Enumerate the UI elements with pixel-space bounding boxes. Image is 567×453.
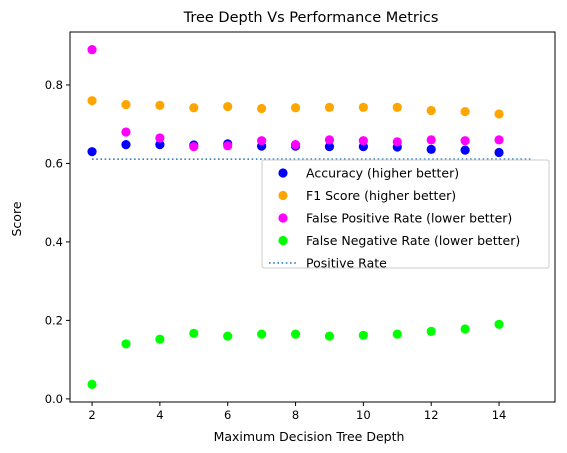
data-point-series-1 — [257, 103, 267, 114]
chart-title: Tree Depth Vs Performance Metrics — [183, 10, 439, 26]
data-point-series-2 — [121, 127, 131, 137]
data-point-series-1 — [358, 102, 368, 112]
data-point-series-3 — [223, 331, 233, 341]
data-point-series-2 — [257, 136, 267, 146]
legend-label: F1 Score (higher better) — [306, 188, 456, 203]
data-point-series-2 — [460, 136, 470, 146]
data-point-series-1 — [290, 103, 301, 113]
data-point-series-3 — [426, 326, 436, 336]
x-tick-label: 8 — [292, 408, 299, 422]
data-point-series-2 — [426, 135, 436, 145]
legend-label: False Positive Rate (lower better) — [306, 211, 512, 226]
legend-marker — [278, 190, 288, 201]
data-point-series-3 — [155, 334, 165, 344]
x-tick-label: 12 — [424, 408, 439, 422]
data-point-series-1 — [223, 101, 233, 112]
data-point-series-1 — [324, 102, 335, 112]
data-point-series-2 — [223, 141, 233, 151]
data-point-series-3 — [494, 319, 504, 329]
data-point-series-1 — [87, 96, 97, 106]
data-point-series-2 — [494, 135, 504, 145]
data-point-series-2 — [155, 133, 165, 143]
data-point-series-0 — [460, 145, 470, 155]
legend-label: Accuracy (higher better) — [306, 166, 459, 181]
data-point-series-3 — [189, 328, 199, 338]
legend: Accuracy (higher better) F1 Score (higher… — [261, 159, 550, 271]
legend-label: False Negative Rate (lower better) — [306, 233, 520, 248]
data-point-series-1 — [155, 100, 165, 110]
data-point-series-0 — [121, 140, 131, 150]
legend-label: Positive Rate — [306, 256, 387, 271]
x-tick-label: 14 — [492, 408, 507, 422]
x-tick-label: 2 — [88, 408, 95, 422]
data-point-series-3 — [392, 329, 402, 339]
legend-marker — [278, 168, 288, 178]
legend-marker — [278, 213, 288, 223]
data-point-series-3 — [257, 329, 267, 339]
data-point-series-3 — [324, 331, 335, 341]
data-point-series-1 — [494, 109, 504, 119]
data-point-series-1 — [460, 107, 470, 117]
data-point-series-1 — [121, 99, 131, 110]
data-point-series-3 — [290, 329, 301, 339]
data-point-series-1 — [426, 105, 436, 116]
data-point-series-2 — [358, 136, 368, 146]
data-point-series-2 — [324, 135, 335, 145]
data-point-series-3 — [358, 330, 368, 340]
data-point-series-2 — [189, 141, 199, 152]
x-tick-label: 10 — [356, 408, 371, 422]
legend-box — [261, 159, 550, 269]
y-tick-label: 0.2 — [45, 313, 63, 327]
y-tick-label: 0.0 — [45, 392, 63, 406]
data-point-series-2 — [290, 140, 301, 150]
data-point-series-0 — [87, 147, 97, 157]
plot-frame — [69, 31, 556, 403]
y-axis-label: Score — [9, 201, 24, 236]
data-point-series-0 — [324, 141, 335, 152]
data-point-series-3 — [121, 339, 131, 349]
data-point-series-1 — [392, 102, 402, 112]
data-point-series-2 — [392, 137, 402, 147]
data-point-series-0 — [494, 147, 504, 158]
data-point-series-2 — [87, 45, 97, 55]
y-tick-label: 0.6 — [45, 156, 63, 170]
data-point-series-0 — [155, 140, 165, 150]
plot-area: 2 4 6 8 10 12 14 0.0 0.2 0.4 0.6 0.8 Accuracy (highe… — [45, 31, 556, 422]
data-point-series-1 — [189, 103, 199, 113]
legend-marker — [278, 235, 288, 246]
data-point-series-3 — [87, 379, 97, 389]
data-point-series-0 — [426, 144, 436, 154]
x-tick-label: 4 — [156, 408, 163, 422]
x-tick-label: 6 — [224, 408, 231, 422]
y-tick-label: 0.8 — [45, 78, 63, 92]
data-point-series-3 — [460, 324, 470, 334]
y-tick-label: 0.4 — [45, 235, 63, 249]
x-axis-label: Maximum Decision Tree Depth — [214, 429, 405, 444]
